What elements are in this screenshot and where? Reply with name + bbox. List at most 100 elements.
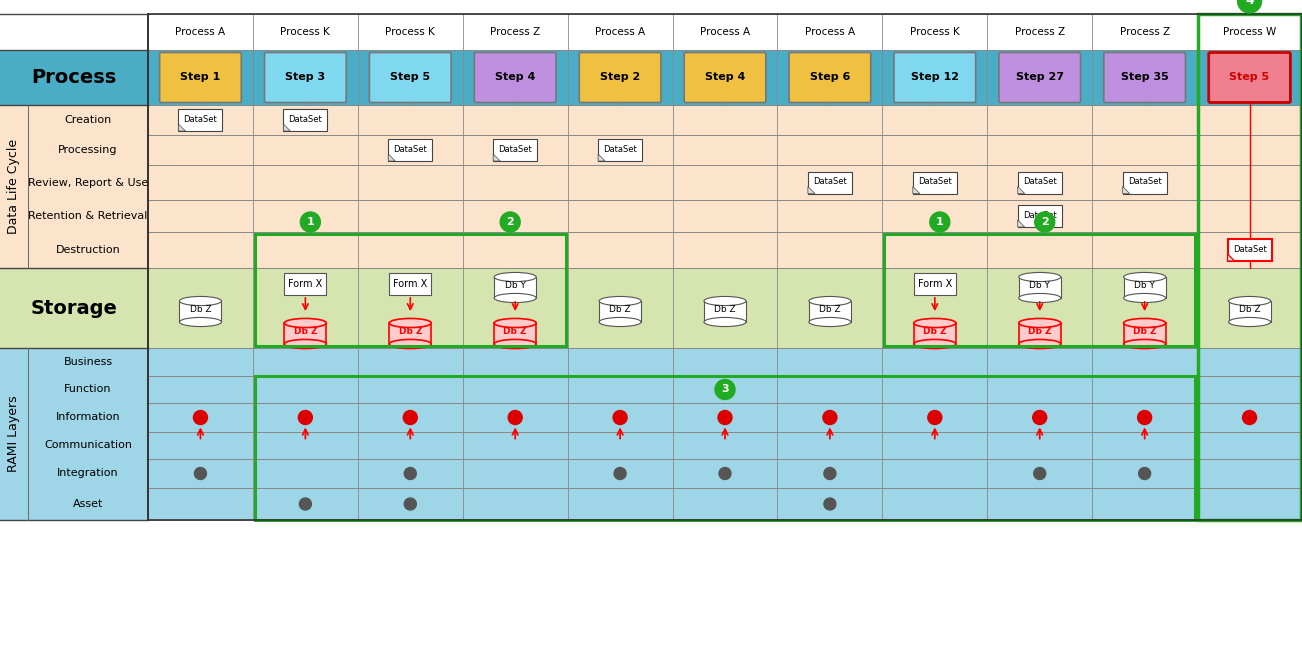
Text: Form X: Form X <box>918 279 952 289</box>
Ellipse shape <box>1124 294 1165 303</box>
Polygon shape <box>598 154 605 161</box>
Text: Review, Report & Use: Review, Report & Use <box>27 178 148 187</box>
Ellipse shape <box>1229 296 1271 306</box>
Text: 1: 1 <box>306 217 314 227</box>
Bar <box>704 301 746 322</box>
Bar <box>1018 323 1061 344</box>
Text: Process A: Process A <box>176 27 225 37</box>
Text: Db Z: Db Z <box>609 305 631 314</box>
Bar <box>148 14 1302 520</box>
FancyBboxPatch shape <box>474 52 556 102</box>
Circle shape <box>1139 467 1151 480</box>
FancyBboxPatch shape <box>789 52 871 102</box>
Text: Process Z: Process Z <box>490 27 540 37</box>
Bar <box>599 301 641 322</box>
Text: DataSet: DataSet <box>603 145 637 154</box>
Text: Form X: Form X <box>393 279 427 289</box>
Bar <box>809 172 852 194</box>
FancyBboxPatch shape <box>894 52 975 102</box>
Bar <box>0 268 1302 348</box>
Bar <box>0 14 1302 50</box>
Bar <box>389 273 431 295</box>
Bar <box>1198 14 1301 520</box>
Circle shape <box>930 212 950 232</box>
Ellipse shape <box>599 318 641 327</box>
Bar <box>178 109 223 131</box>
Bar <box>914 323 956 344</box>
Text: Process Z: Process Z <box>1014 27 1065 37</box>
FancyBboxPatch shape <box>684 52 766 102</box>
Text: DataSet: DataSet <box>1128 177 1161 186</box>
Circle shape <box>717 410 732 424</box>
Bar <box>598 139 642 161</box>
Circle shape <box>824 498 836 510</box>
Ellipse shape <box>1124 318 1165 327</box>
Circle shape <box>715 380 736 400</box>
Text: 2: 2 <box>1040 217 1048 227</box>
Ellipse shape <box>389 318 431 327</box>
Text: Process K: Process K <box>385 27 435 37</box>
Bar <box>388 139 432 161</box>
Circle shape <box>1032 410 1047 424</box>
Circle shape <box>824 467 836 480</box>
Circle shape <box>1237 0 1262 13</box>
Text: Asset: Asset <box>73 499 103 509</box>
Circle shape <box>298 410 312 424</box>
Bar <box>255 234 565 346</box>
Circle shape <box>928 410 941 424</box>
Text: Db Z: Db Z <box>715 305 736 314</box>
Bar <box>1018 205 1061 227</box>
Text: Db Z: Db Z <box>1238 305 1260 314</box>
FancyBboxPatch shape <box>264 52 346 102</box>
Bar <box>495 277 536 298</box>
Ellipse shape <box>1018 340 1061 349</box>
Text: Step 4: Step 4 <box>495 73 535 82</box>
Bar <box>0 348 1302 520</box>
Circle shape <box>404 410 417 424</box>
Ellipse shape <box>180 296 221 306</box>
Ellipse shape <box>914 318 956 327</box>
Circle shape <box>613 410 628 424</box>
Circle shape <box>1138 410 1152 424</box>
Text: Db Z: Db Z <box>923 327 947 336</box>
Ellipse shape <box>389 340 431 349</box>
Bar <box>1124 277 1165 298</box>
Ellipse shape <box>284 340 327 349</box>
Circle shape <box>615 467 626 480</box>
Text: Db Z: Db Z <box>1133 327 1156 336</box>
Text: Db Z: Db Z <box>504 327 527 336</box>
Polygon shape <box>809 187 815 194</box>
Circle shape <box>405 467 417 480</box>
Bar <box>1229 301 1271 322</box>
Text: Form X: Form X <box>288 279 323 289</box>
Ellipse shape <box>1018 294 1061 303</box>
Text: DataSet: DataSet <box>393 145 427 154</box>
Text: DataSet: DataSet <box>1023 211 1057 220</box>
Polygon shape <box>178 124 185 131</box>
FancyBboxPatch shape <box>579 52 661 102</box>
Text: Process K: Process K <box>280 27 331 37</box>
Ellipse shape <box>809 318 852 327</box>
Polygon shape <box>1018 220 1025 227</box>
Polygon shape <box>1228 254 1234 261</box>
Text: Process A: Process A <box>595 27 646 37</box>
Text: Process: Process <box>31 68 117 87</box>
Ellipse shape <box>495 294 536 303</box>
Text: Step 5: Step 5 <box>1229 73 1269 82</box>
Ellipse shape <box>704 296 746 306</box>
Bar <box>1124 323 1165 344</box>
Text: Db Z: Db Z <box>190 305 211 314</box>
Text: Processing: Processing <box>59 145 117 155</box>
Bar <box>884 234 1195 346</box>
Ellipse shape <box>1018 272 1061 281</box>
Bar <box>493 139 538 161</box>
Polygon shape <box>388 154 396 161</box>
Text: Retention & Retrieval: Retention & Retrieval <box>29 211 147 221</box>
Ellipse shape <box>284 318 327 327</box>
Text: Destruction: Destruction <box>56 245 120 255</box>
Text: DataSet: DataSet <box>1023 177 1057 186</box>
Polygon shape <box>913 187 919 194</box>
Ellipse shape <box>914 340 956 349</box>
Text: 4: 4 <box>1245 0 1254 8</box>
Ellipse shape <box>1124 272 1165 281</box>
